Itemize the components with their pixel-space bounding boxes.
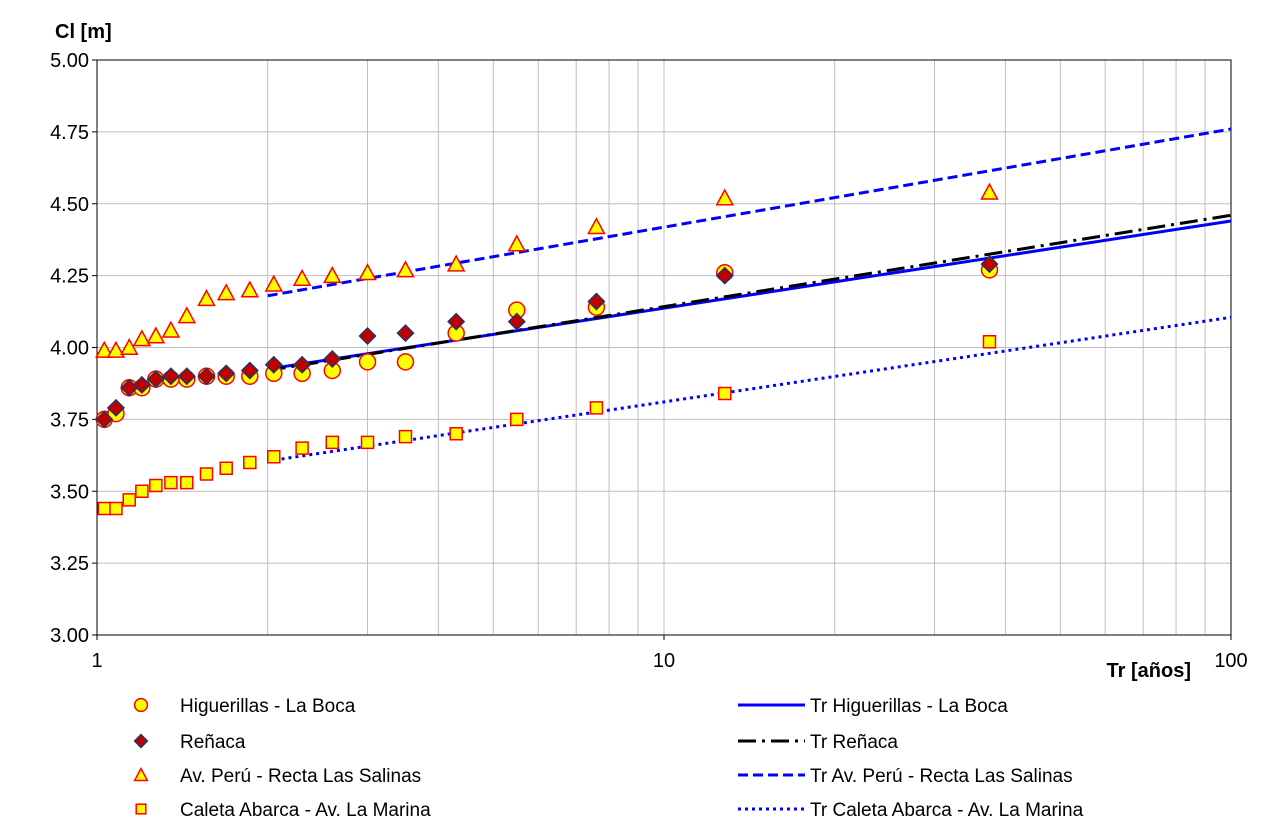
- legend-label: Higuerillas - La Boca: [180, 696, 356, 717]
- x-tick-label: 100: [1214, 650, 1247, 672]
- y-tick-label: 3.25: [50, 553, 89, 575]
- square-marker: [589, 401, 604, 415]
- square-marker: [164, 475, 178, 490]
- square-marker: [109, 501, 123, 516]
- trend-line: [267, 219, 1232, 371]
- square-marker: [97, 501, 112, 516]
- y-tick-label: 4.25: [50, 266, 89, 288]
- legend-label: Tr Higuerillas - La Boca: [810, 696, 1008, 717]
- square-marker: [243, 455, 257, 470]
- triangle-marker: [264, 274, 284, 292]
- diamond-marker: [715, 266, 734, 285]
- y-tick-label: 3.50: [50, 481, 89, 503]
- square-marker: [718, 386, 732, 401]
- diamond-marker: [980, 255, 999, 274]
- grid-layer: [97, 59, 1231, 636]
- diamond-marker: [161, 367, 180, 386]
- legend-label: Reñaca: [180, 732, 246, 753]
- square-marker: [149, 478, 163, 493]
- square-marker: [325, 435, 340, 450]
- triangle-marker: [323, 266, 342, 284]
- x-tick-label: 10: [653, 650, 675, 672]
- legend-label: Tr Caleta Abarca - Av. La Marina: [810, 800, 1084, 821]
- diamond-marker: [396, 324, 415, 343]
- triangle-marker: [161, 320, 181, 338]
- y-tick-label: 3.75: [50, 409, 89, 431]
- triangle-marker: [177, 306, 197, 324]
- triangle-marker: [216, 283, 236, 301]
- legend-label: Tr Reñaca: [810, 732, 898, 753]
- legend-label: Tr Av. Perú - Recta Las Salinas: [810, 766, 1073, 787]
- square-marker: [510, 412, 524, 427]
- x-tick-label: 1: [91, 650, 102, 672]
- diamond-marker: [95, 410, 114, 429]
- diamond-marker: [132, 375, 151, 394]
- legend-label: Av. Perú - Recta Las Salinas: [180, 766, 421, 787]
- diamond-marker: [587, 292, 606, 311]
- y-tick-label: 4.00: [50, 338, 89, 360]
- y-tick-label: 5.00: [50, 50, 89, 72]
- square-marker: [199, 467, 214, 481]
- trend-line: [267, 315, 1232, 463]
- diamond-marker: [177, 367, 196, 386]
- diamond-marker: [264, 355, 283, 374]
- x-axis-title: Tr [años]: [1107, 660, 1191, 682]
- diamond-marker: [106, 398, 126, 417]
- triangle-marker: [587, 217, 606, 235]
- trend-line: [267, 213, 1232, 372]
- square-marker: [360, 435, 375, 450]
- triangle-marker: [507, 234, 527, 252]
- square-marker: [219, 461, 233, 475]
- legend-label: Caleta Abarca - Av. La Marina: [180, 800, 431, 821]
- triangle-marker: [120, 337, 139, 356]
- triangle-marker: [292, 268, 312, 287]
- trend-line: [267, 127, 1232, 298]
- diamond-marker: [358, 326, 377, 346]
- triangle-marker: [146, 326, 166, 344]
- triangle-marker: [358, 263, 377, 281]
- square-marker: [267, 450, 281, 464]
- triangle-marker: [396, 260, 415, 278]
- triangle-marker: [133, 767, 149, 782]
- diamond-marker: [146, 370, 165, 389]
- tick-labels: 3.00 3.25 3.50 3.75 4.00 4.25 4.50 4.75 5.00 1 10 1…: [50, 50, 1248, 672]
- square-marker: [122, 493, 137, 507]
- triangle-marker: [95, 340, 114, 358]
- y-tick-label: 4.50: [50, 194, 89, 216]
- triangle-marker: [132, 329, 152, 347]
- square-marker: [398, 429, 413, 444]
- triangle-marker: [106, 340, 126, 358]
- diamond-marker: [197, 367, 216, 386]
- y-tick-label: 3.00: [50, 625, 89, 647]
- circle-marker: [396, 353, 415, 371]
- triangle-marker: [715, 188, 735, 206]
- legend: Higuerillas - La Boca Reñaca Av. Perú - Re…: [133, 696, 1084, 821]
- circle-marker: [133, 697, 149, 713]
- diamond-marker: [447, 312, 466, 331]
- square-marker: [449, 427, 463, 441]
- diamond-marker: [293, 355, 312, 374]
- square-marker: [180, 475, 194, 490]
- diamond-marker: [507, 312, 526, 331]
- square-marker: [295, 441, 309, 455]
- triangle-marker: [197, 289, 216, 307]
- y-tick-label: 4.75: [50, 122, 89, 144]
- diamond-marker: [133, 733, 149, 749]
- diamond-marker: [240, 361, 259, 380]
- square-marker: [982, 335, 997, 349]
- diamond-marker: [323, 349, 342, 369]
- triangle-marker: [240, 280, 260, 298]
- triangle-marker: [446, 254, 466, 272]
- square-marker: [135, 484, 149, 498]
- square-marker: [135, 803, 147, 815]
- trend-lines: [267, 127, 1232, 463]
- diamond-marker: [217, 364, 236, 383]
- triangle-marker: [980, 182, 999, 200]
- y-axis-title: Cl [m]: [55, 21, 112, 43]
- data-markers: [95, 182, 999, 516]
- circle-marker: [358, 353, 377, 371]
